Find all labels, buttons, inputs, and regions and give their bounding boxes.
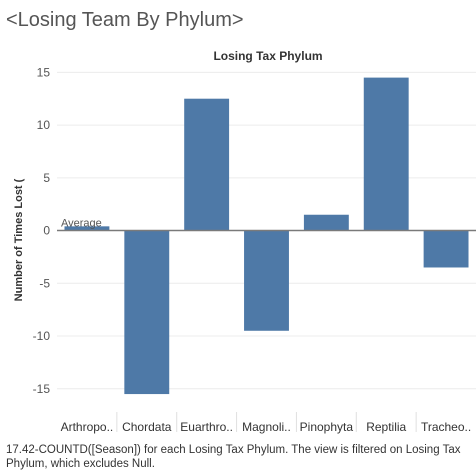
- x-category-label: Magnoli..: [242, 420, 291, 434]
- x-category-label: Arthropo..: [61, 420, 114, 434]
- bar-pinophyta: [303, 214, 349, 231]
- bar-euarthro: [184, 98, 230, 231]
- y-tick-label: 0: [43, 224, 50, 238]
- y-tick-label: -15: [33, 382, 51, 396]
- x-axis-categories: Arthropo.. Chordata Euarthro.. Magnoli.. Pin…: [61, 420, 472, 434]
- y-tick-label: -5: [39, 276, 50, 290]
- y-tick-label: 15: [37, 65, 51, 79]
- y-axis-ticks: 15 10 5 0 -5 -10 -15: [33, 65, 51, 395]
- reference-line-label: Average: [61, 218, 102, 230]
- column-header: Losing Tax Phylum: [213, 49, 322, 63]
- bar-magnoli: [244, 230, 289, 331]
- bar-arthropo: [64, 226, 110, 231]
- y-tick-label: -10: [33, 329, 51, 343]
- x-category-label: Chordata: [122, 420, 172, 434]
- chart-title: <Losing Team By Phylum>: [6, 9, 244, 31]
- y-tick-label: 5: [43, 171, 50, 185]
- y-axis-title: Number of Times Lost (: [13, 178, 25, 301]
- bar-reptilia: [363, 77, 409, 231]
- chart-caption: 17.42-COUNTD([Season]) for each Losing T…: [6, 444, 461, 470]
- bar-chart: Losing Tax Phylum 15 10 5 0 -5 -10 -15 Number …: [13, 49, 476, 434]
- x-category-label: Pinophyta: [300, 420, 354, 434]
- y-tick-label: 10: [37, 118, 51, 132]
- bar-chordata: [124, 230, 170, 395]
- x-category-label: Euarthro..: [180, 420, 233, 434]
- x-category-label: Reptilia: [366, 420, 406, 434]
- average-reference-line: Average: [57, 218, 476, 232]
- x-category-label: Tracheo..: [421, 420, 471, 434]
- bar-tracheo: [423, 230, 469, 268]
- bars: [64, 77, 469, 395]
